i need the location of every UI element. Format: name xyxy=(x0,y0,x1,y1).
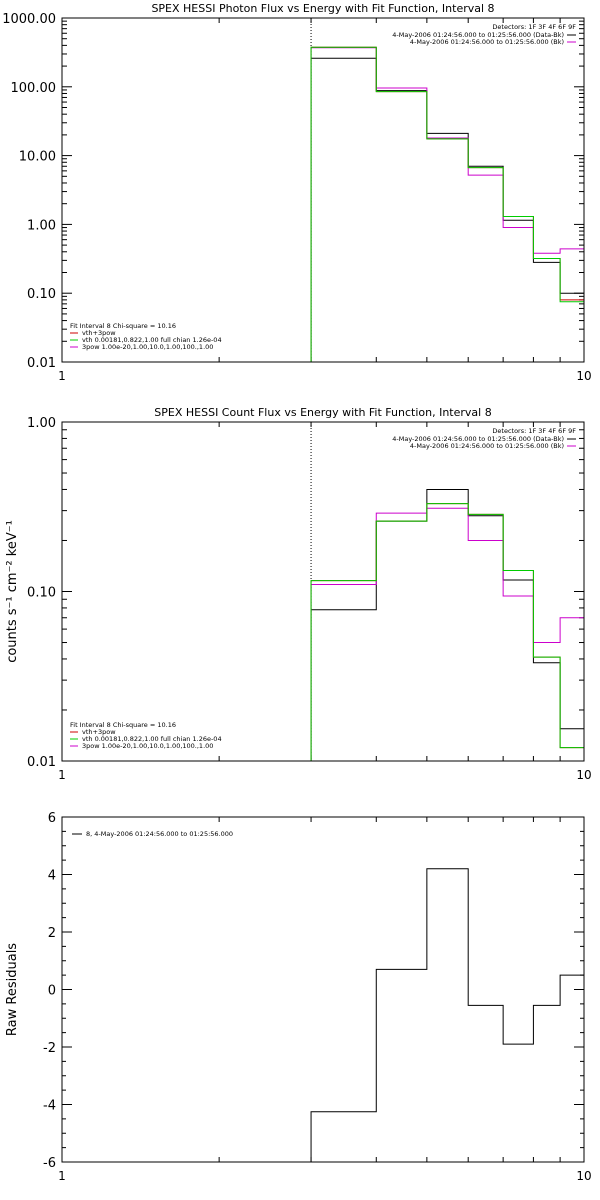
series-step-1 xyxy=(310,868,584,1162)
plot-frame xyxy=(61,17,585,363)
legend-entry-label: 3pow 1.00e-20,1.00,10.0,1.00,100.,1.00 xyxy=(82,742,213,750)
legend-detectors: Detectors: 1F 3F 4F 6F 9F xyxy=(492,23,576,31)
y-tick-label: 0 xyxy=(48,984,56,999)
legend-bottom-left: Fit Interval 8 Chi-square = 10.16vth+3po… xyxy=(70,322,222,351)
y-tick-label: 0.10 xyxy=(27,586,56,601)
x-tick-label: 10 xyxy=(576,1169,591,1183)
legend-entry-label: vth 0.00181,0.822,1.00 full chian 1.26e-… xyxy=(82,336,222,344)
x-tick-label: 1 xyxy=(58,1169,66,1183)
legend-fit-interval: Fit Interval 8 Chi-square = 10.16 xyxy=(70,721,176,729)
y-tick-label: -4 xyxy=(43,1099,56,1114)
plot-frame xyxy=(61,816,585,1163)
series-step-3 xyxy=(310,46,584,362)
y-tick-label: 10.00 xyxy=(19,150,56,165)
y-axis-label: counts s⁻¹ cm⁻² keV⁻¹ xyxy=(5,520,20,663)
plot-frame xyxy=(61,421,585,762)
legend-fit-interval: Fit Interval 8 Chi-square = 10.16 xyxy=(70,322,176,330)
y-tick-label: 0.01 xyxy=(27,755,56,770)
legend-top-right: Detectors: 1F 3F 4F 6F 9F4-May-2006 01:2… xyxy=(392,23,576,46)
chart-panel-1: SPEX HESSI Photon Flux vs Energy with Fi… xyxy=(2,2,591,383)
y-tick-label: 2 xyxy=(48,926,56,941)
series-step-2 xyxy=(310,507,584,761)
series-step-2 xyxy=(310,47,584,362)
y-tick-label: 0.10 xyxy=(27,287,56,302)
legend-entry-label: vth+3pow xyxy=(82,728,116,736)
legend-entry-label: 4-May-2006 01:24:56.000 to 01:25:56.000 … xyxy=(410,442,564,450)
legend-entry-label: vth+3pow xyxy=(82,329,116,337)
legend-entry-label: vth 0.00181,0.822,1.00 full chian 1.26e-… xyxy=(82,735,222,743)
x-tick-label: 1 xyxy=(58,369,66,383)
x-tick-label: 10 xyxy=(576,768,591,782)
chart-title: SPEX HESSI Photon Flux vs Energy with Fi… xyxy=(151,2,494,15)
series-step-1 xyxy=(310,57,584,362)
legend-entry-label: 3pow 1.00e-20,1.00,10.0,1.00,100.,1.00 xyxy=(82,343,213,351)
y-axis-label: Raw Residuals xyxy=(5,943,20,1036)
chart-panel-3: 1 10 6 4 2 0 -2 -4 -6 Raw Residuals 8, 4-May-2006 … xyxy=(5,811,592,1183)
chart-panel-2: SPEX HESSI Count Flux vs Energy with Fit… xyxy=(5,406,592,782)
y-tick-label: 6 xyxy=(48,811,56,826)
chart-title: SPEX HESSI Count Flux vs Energy with Fit… xyxy=(154,406,491,419)
series-step-3 xyxy=(310,503,584,761)
y-tick-label: 0.01 xyxy=(27,356,56,371)
x-tick-label: 1 xyxy=(58,768,66,782)
y-tick-label: 1.00 xyxy=(27,416,56,431)
series-step-1 xyxy=(310,488,584,761)
x-tick-label: 10 xyxy=(576,369,591,383)
series-step-4 xyxy=(310,46,584,362)
y-tick-label: 1000.00 xyxy=(2,12,56,27)
y-tick-label: -2 xyxy=(43,1041,56,1056)
legend-entry-label: 4-May-2006 01:24:56.000 to 01:25:56.000 … xyxy=(410,38,564,46)
y-tick-label: 1.00 xyxy=(27,218,56,233)
y-tick-label: -6 xyxy=(43,1156,56,1171)
legend-top-left: 8, 4-May-2006 01:24:56.000 to 01:25:56.0… xyxy=(72,830,233,838)
y-tick-label: 100.00 xyxy=(11,81,57,96)
legend-entry-label: 4-May-2006 01:24:56.000 to 01:25:56.000 … xyxy=(392,31,564,39)
series-step-4 xyxy=(310,503,584,761)
legend-bottom-left: Fit Interval 8 Chi-square = 10.16vth+3po… xyxy=(70,721,222,750)
legend-top-right: Detectors: 1F 3F 4F 6F 9F4-May-2006 01:2… xyxy=(392,427,576,450)
legend-entry-label: 8, 4-May-2006 01:24:56.000 to 01:25:56.0… xyxy=(86,830,233,838)
y-tick-label: 4 xyxy=(48,869,56,884)
legend-entry-label: 4-May-2006 01:24:56.000 to 01:25:56.000 … xyxy=(392,435,564,443)
legend-detectors: Detectors: 1F 3F 4F 6F 9F xyxy=(492,427,576,435)
